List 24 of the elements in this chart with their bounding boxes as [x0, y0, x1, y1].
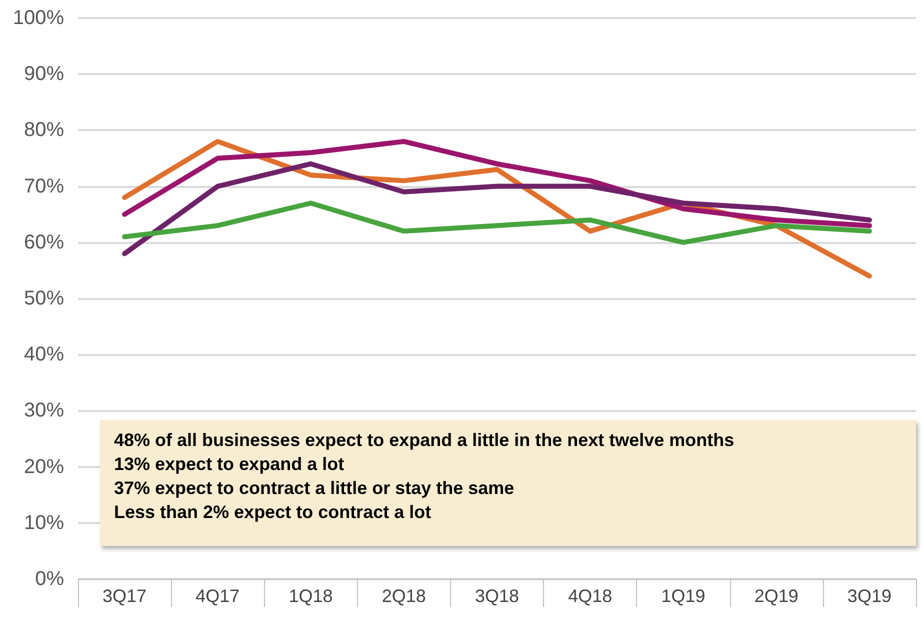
y-tick-label: 50%: [24, 288, 64, 310]
y-tick-label: 80%: [24, 119, 64, 142]
x-tick-label: 3Q19: [847, 586, 892, 606]
x-tick-label: 1Q18: [288, 586, 333, 606]
annotation: Less than 2% expect to contract a lot: [114, 501, 432, 524]
annotation: 13% expect to expand a lot: [114, 453, 346, 476]
x-tick-label: 1Q19: [661, 586, 706, 606]
x-tick-label: 3Q17: [102, 586, 147, 606]
y-tick-label: 70%: [24, 175, 64, 198]
x-tick-label: 3Q18: [474, 586, 520, 606]
x-tick-label: 4Q18: [568, 586, 612, 606]
y-tick-label: 60%: [24, 231, 64, 254]
x-tick-label: 2Q19: [754, 586, 798, 606]
annotation: 37% expect to contract a little or stay the same: [114, 477, 516, 500]
y-tick-label: 20%: [24, 456, 64, 478]
x-tick-label: 4Q17: [196, 586, 240, 606]
annotation: 48% of all businesses expect to expand a little in the next twelve months: [114, 429, 736, 452]
x-tick-label: 2Q18: [382, 586, 426, 606]
y-tick-label: 90%: [24, 63, 64, 86]
y-tick-label: 100%: [12, 7, 64, 29]
y-tick-label: 10%: [24, 512, 64, 534]
y-tick-label: 0%: [35, 568, 64, 590]
y-tick-label: 30%: [24, 400, 64, 422]
y-tick-label: 40%: [24, 344, 64, 366]
